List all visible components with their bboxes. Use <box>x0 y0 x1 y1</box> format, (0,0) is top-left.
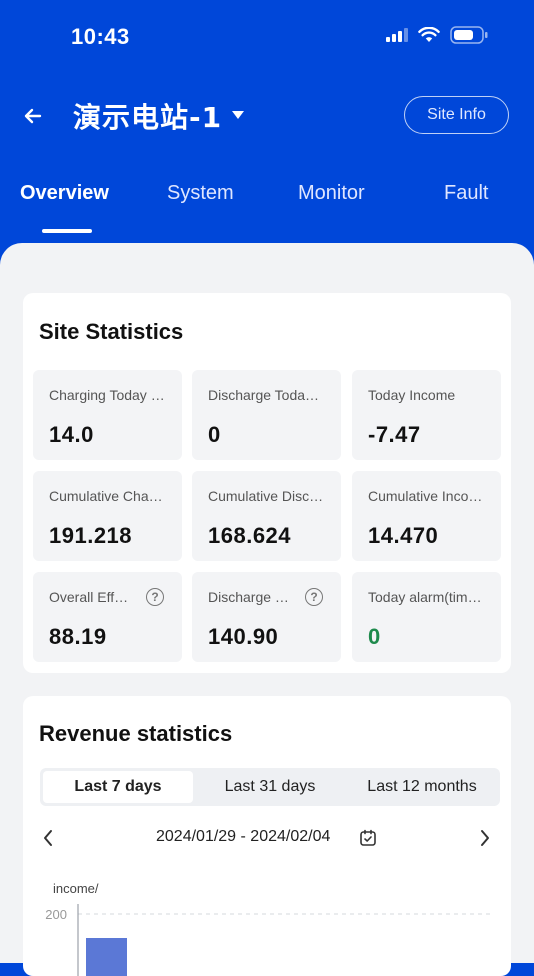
tab-monitor[interactable]: Monitor <box>298 182 365 204</box>
stat-label: Today alarm(times) <box>368 589 485 605</box>
site-title[interactable]: 演示电站-1 <box>73 101 223 134</box>
stat-label: Cumulative Income <box>368 488 485 504</box>
caret-down-icon[interactable] <box>232 110 244 120</box>
help-icon[interactable]: ? <box>146 588 164 606</box>
stat-discharge-today[interactable]: Discharge Today (kWh) 0 <box>192 370 341 460</box>
period-last-31-days[interactable]: Last 31 days <box>224 778 316 795</box>
period-last-7-days[interactable]: Last 7 days <box>43 771 193 803</box>
stat-value: 140.90 <box>208 624 279 649</box>
stat-charging-today[interactable]: Charging Today (kWh) 14.0 <box>33 370 182 460</box>
stat-label: Overall Efficiency (%) <box>49 589 131 605</box>
stat-discharge-capacity[interactable]: Discharge capacity ? 140.90 <box>192 572 341 662</box>
chevron-right-icon[interactable] <box>478 828 492 848</box>
stat-label: Cumulative Discharge (MWh) <box>208 488 325 504</box>
site-statistics-card: Site Statistics Charging Today (kWh) 14.… <box>23 293 511 673</box>
status-time: 10:43 <box>71 24 130 49</box>
tab-overview[interactable]: Overview <box>20 182 109 204</box>
stat-overall-efficiency[interactable]: Overall Efficiency (%) ? 88.19 <box>33 572 182 662</box>
tab-system[interactable]: System <box>167 182 234 204</box>
stat-value: 14.470 <box>368 523 439 548</box>
revenue-statistics-title: Revenue statistics <box>39 721 233 746</box>
stat-cumulative-income[interactable]: Cumulative Income 14.470 <box>352 471 501 561</box>
stat-label: Charging Today (kWh) <box>49 387 166 403</box>
wifi-icon <box>418 27 440 42</box>
stat-value: 88.19 <box>49 624 107 649</box>
period-selector: Last 7 days Last 31 days Last 12 months <box>40 768 500 806</box>
stat-today-alarm[interactable]: Today alarm(times) 0 <box>352 572 501 662</box>
stat-label: Today Income <box>368 387 456 403</box>
stat-label: Discharge capacity <box>208 589 290 605</box>
y-tick-label: 200 <box>45 907 67 922</box>
date-range[interactable]: 2024/01/29 - 2024/02/04 <box>156 828 331 845</box>
revenue-chart: income/ 200 <box>45 881 493 976</box>
site-statistics-title: Site Statistics <box>39 319 184 344</box>
stat-value: -7.47 <box>368 422 421 447</box>
header: 10:43 演示电站-1 Site Info Overview System M… <box>0 0 534 270</box>
stat-value: 191.218 <box>49 523 133 548</box>
calendar-icon[interactable] <box>359 829 377 847</box>
site-info-button[interactable]: Site Info <box>404 96 509 134</box>
stat-cumulative-discharge[interactable]: Cumulative Discharge (MWh) 168.624 <box>192 471 341 561</box>
signal-icon <box>386 28 408 42</box>
active-tab-indicator <box>42 229 92 233</box>
stat-label: Cumulative Charge (MWh) <box>49 488 166 504</box>
date-navigator: 2024/01/29 - 2024/02/04 <box>23 824 511 852</box>
status-icons <box>386 26 488 44</box>
back-arrow-icon[interactable] <box>22 102 44 130</box>
revenue-statistics-card: Revenue statistics Last 7 days Last 31 d… <box>23 696 511 976</box>
chevron-left-icon[interactable] <box>41 828 55 848</box>
chart-bar <box>86 938 127 976</box>
tab-fault[interactable]: Fault <box>444 182 489 204</box>
stat-value: 0 <box>368 624 381 649</box>
help-icon[interactable]: ? <box>305 588 323 606</box>
stat-value: 14.0 <box>49 422 94 447</box>
stat-cumulative-charge[interactable]: Cumulative Charge (MWh) 191.218 <box>33 471 182 561</box>
period-last-12-months[interactable]: Last 12 months <box>367 778 477 795</box>
stat-today-income[interactable]: Today Income -7.47 <box>352 370 501 460</box>
stat-value: 0 <box>208 422 221 447</box>
y-axis-label: income/ <box>53 881 99 896</box>
battery-icon <box>450 26 488 44</box>
stat-label: Discharge Today (kWh) <box>208 387 325 403</box>
stat-value: 168.624 <box>208 523 292 548</box>
